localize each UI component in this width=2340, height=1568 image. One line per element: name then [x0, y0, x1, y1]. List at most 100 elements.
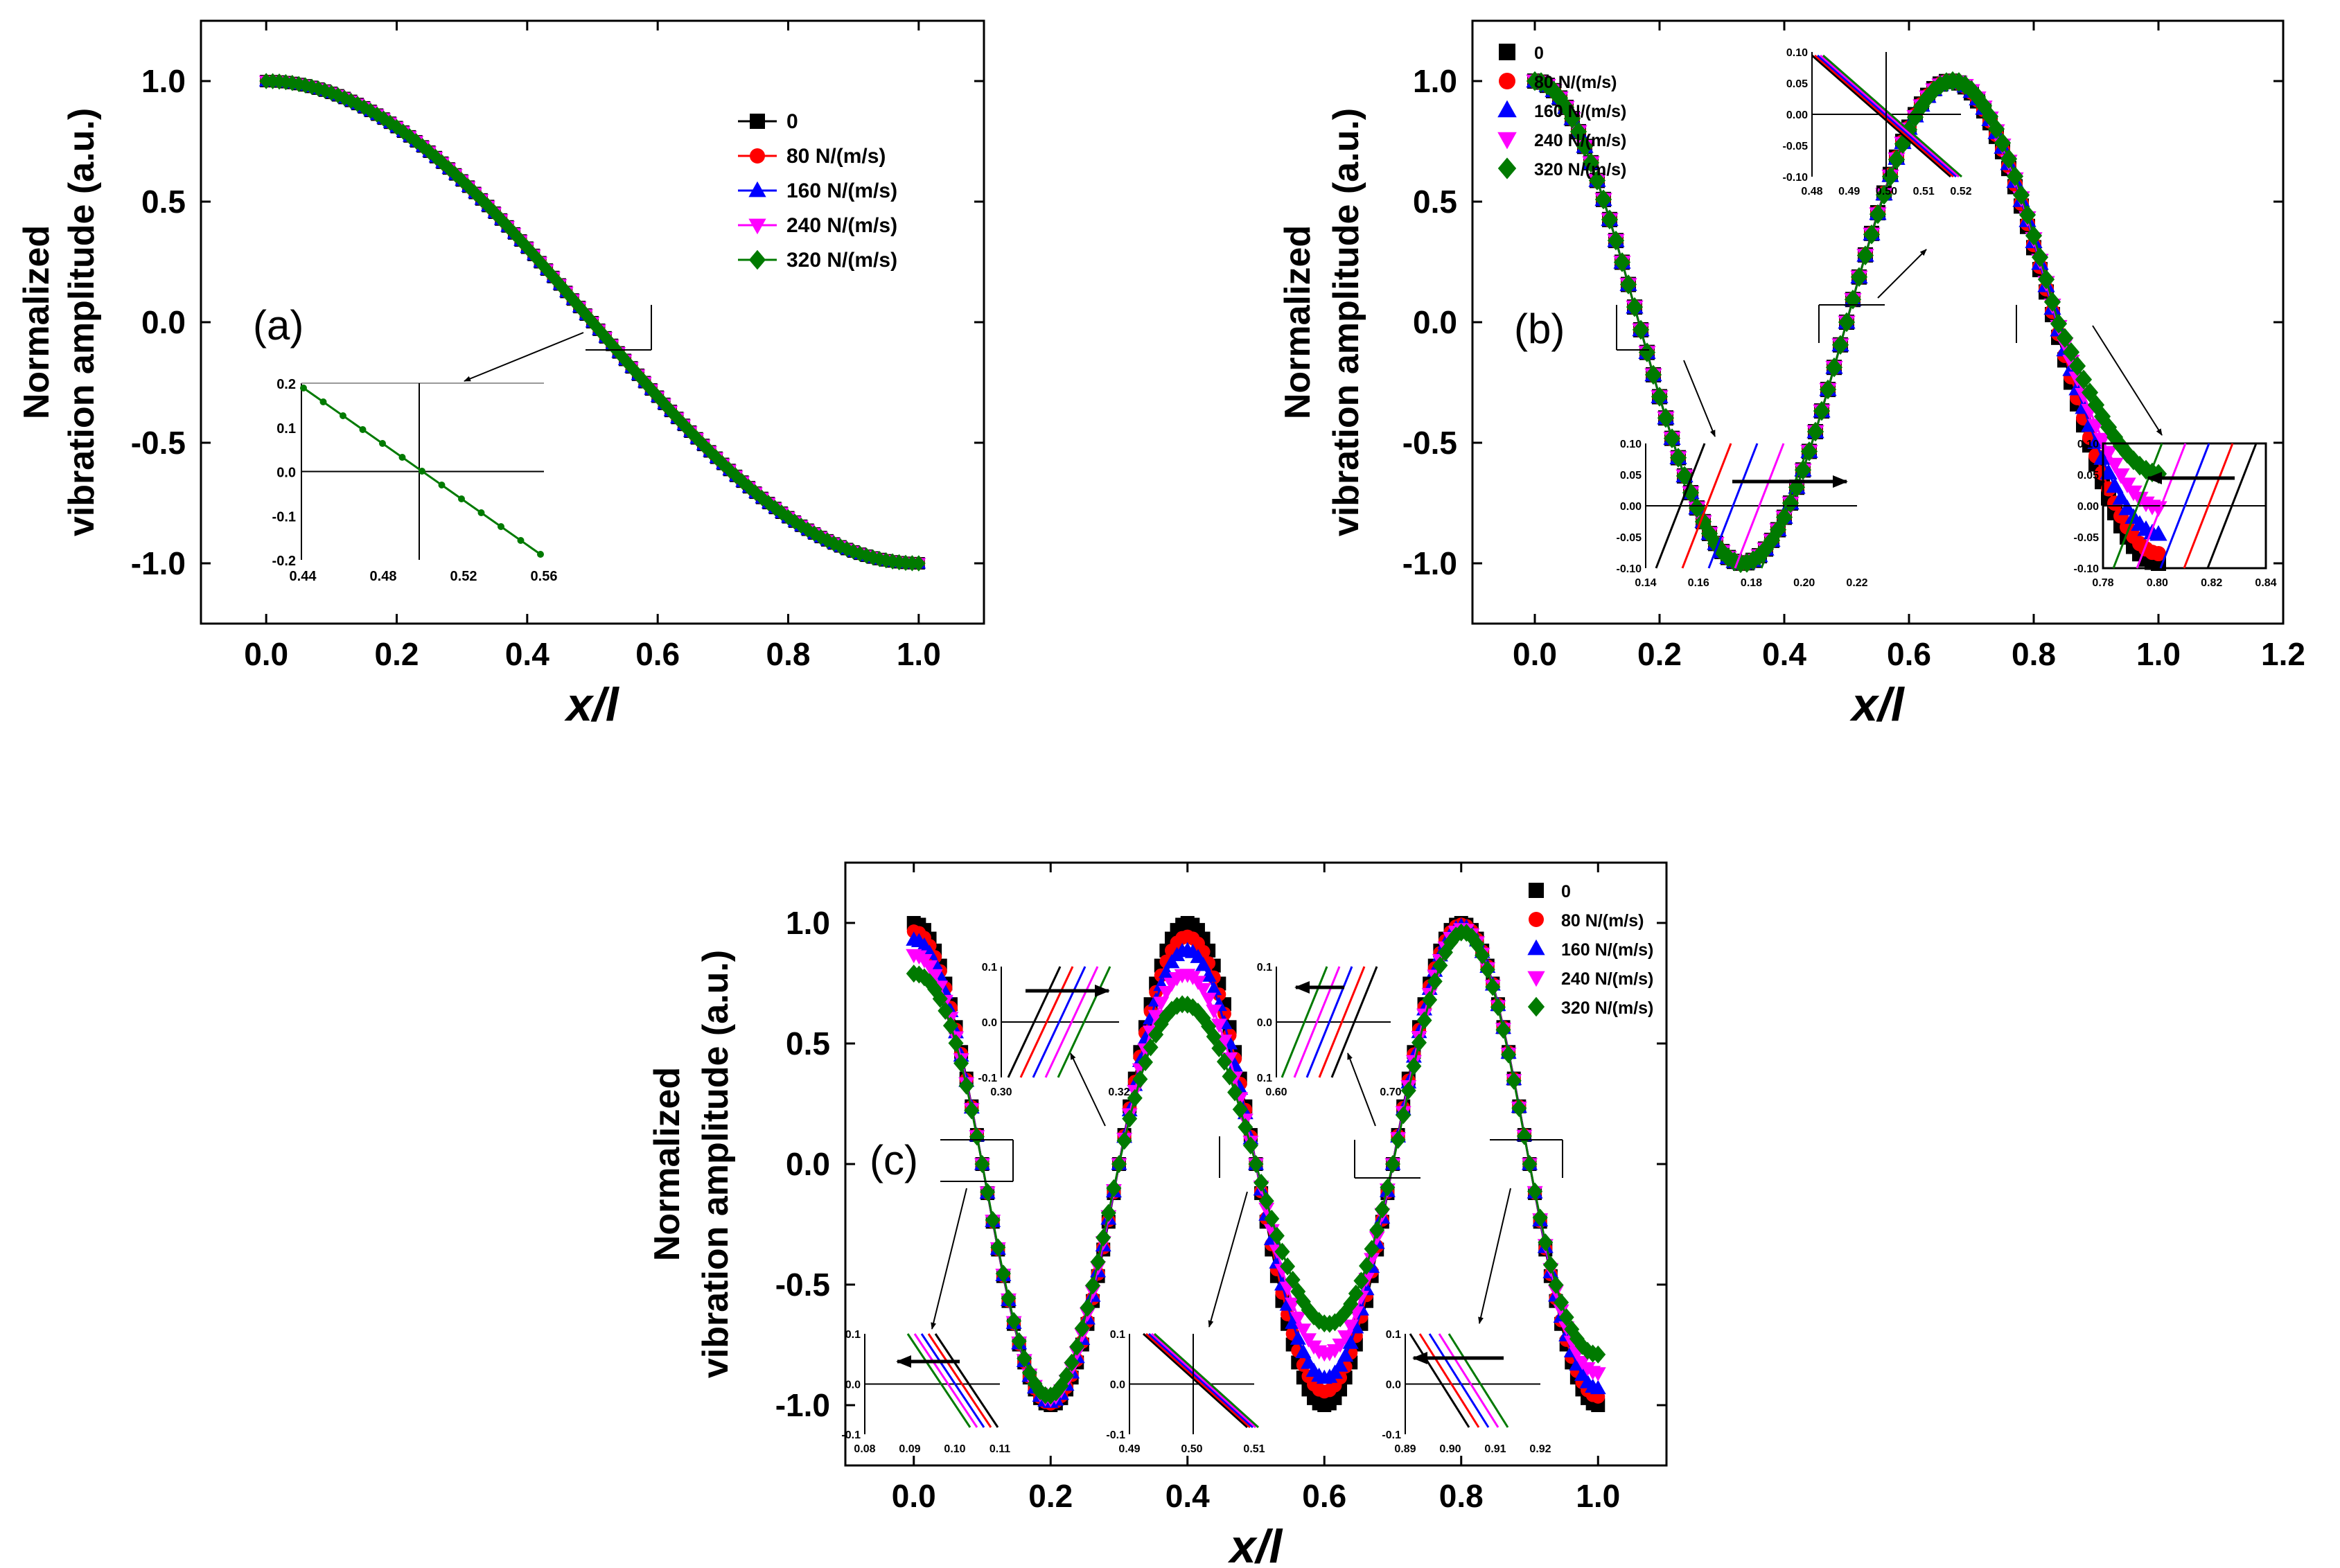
x-tick-label: 0.2 — [1028, 1478, 1073, 1514]
data-point — [1856, 245, 1874, 265]
inset-x-tick-label: 0.91 — [1484, 1443, 1506, 1455]
inset-point — [398, 454, 406, 461]
x-tick-label: 1.2 — [2261, 636, 2305, 672]
legend-label: 0 — [1561, 882, 1571, 901]
legend-marker — [1497, 132, 1517, 150]
legend-label: 240 N/(m/s) — [786, 214, 897, 237]
x-tick-label: 0.8 — [766, 636, 811, 672]
data-point — [2006, 166, 2024, 186]
legend: 0 80 N/(m/s) 160 N/(m/s) 240 N/(m/s) 320 N/(… — [1527, 882, 1653, 1018]
inset-y-tick-label: 0.1 — [276, 421, 296, 437]
inset-y-tick-label: 0.2 — [276, 377, 296, 392]
data-point — [827, 535, 841, 552]
inset-x-tick-label: 0.60 — [1265, 1086, 1287, 1098]
zoom-arrow — [1070, 1052, 1106, 1127]
data-point — [1490, 998, 1506, 1016]
legend-marker — [750, 148, 765, 164]
data-point — [1242, 1136, 1258, 1155]
data-point — [926, 969, 943, 984]
data-point — [1211, 1039, 1227, 1057]
data-point — [1632, 319, 1650, 340]
data-point — [1147, 1010, 1164, 1025]
legend-label: 160 N/(m/s) — [1561, 940, 1653, 960]
data-point — [1558, 1308, 1574, 1327]
data-point — [1380, 1178, 1396, 1197]
inset-point — [359, 426, 367, 433]
data-point — [1059, 1366, 1075, 1385]
data-point — [1001, 1289, 1017, 1307]
data-point — [1590, 1345, 1606, 1364]
data-point — [1511, 1099, 1527, 1118]
data-point — [1700, 523, 1718, 544]
inset-y-tick-label: 0.1 — [845, 1329, 861, 1341]
data-point — [1626, 297, 1644, 317]
inset-y-tick-label: -0.1 — [272, 509, 296, 525]
data-point — [710, 449, 723, 466]
data-point — [1290, 1312, 1306, 1326]
data-point — [1427, 972, 1443, 991]
data-point — [2025, 225, 2043, 246]
legend-label: 320 N/(m/s) — [786, 249, 897, 272]
data-point — [664, 403, 678, 419]
inset-x-tick-label: 0.80 — [2147, 577, 2168, 589]
data-point — [1195, 983, 1212, 998]
inset-x-tick-label: 0.16 — [1688, 577, 1709, 589]
data-point — [1232, 1100, 1248, 1119]
data-point — [1607, 230, 1625, 251]
inset-x-tick-label: 0.18 — [1741, 577, 1762, 589]
data-point — [1590, 1380, 1606, 1395]
data-point — [2043, 292, 2061, 312]
data-point — [1506, 1071, 1522, 1090]
inset-x-tick-label: 0.52 — [450, 569, 477, 584]
data-point — [846, 543, 861, 560]
data-point — [1981, 106, 1999, 127]
x-tick-label: 1.0 — [2136, 636, 2181, 672]
inset-point — [458, 495, 465, 502]
data-point — [331, 87, 345, 104]
inset-x-tick-label: 0.90 — [1439, 1443, 1461, 1455]
data-point — [1195, 956, 1212, 971]
inset-series-line — [1142, 1332, 1249, 1429]
data-point — [2037, 269, 2055, 290]
data-point — [794, 518, 809, 534]
inset-y-tick-label: -0.05 — [1617, 532, 1642, 544]
data-point — [657, 396, 671, 412]
inset-x-tick-label: 0.52 — [1950, 186, 1971, 197]
inset-series-line — [2183, 443, 2234, 569]
y-tick-label: -0.5 — [775, 1267, 830, 1303]
data-point — [1300, 1333, 1317, 1348]
inset-series-line — [1707, 443, 1759, 569]
inset-x-tick-label: 0.30 — [990, 1086, 1012, 1098]
x-axis-label: x/l — [1228, 1520, 1284, 1568]
x-axis-label: x/l — [1849, 678, 1906, 731]
data-point — [1553, 1304, 1569, 1319]
data-point — [2031, 247, 2049, 267]
data-point — [2100, 464, 2118, 479]
inset: 0.1 0.0 0.1 0.60 0.70 — [1257, 962, 1402, 1098]
data-point — [1782, 493, 1800, 513]
data-point — [1644, 364, 1662, 385]
inset-y-tick-label: 0.00 — [1620, 501, 1642, 513]
inset-series-line — [1734, 443, 1785, 569]
legend-marker — [1499, 44, 1515, 60]
data-point — [1222, 1067, 1238, 1086]
x-tick-label: 0.8 — [2012, 636, 2056, 672]
data-point — [735, 473, 750, 490]
data-point — [1794, 459, 1812, 480]
data-point — [1432, 956, 1448, 975]
inset-point — [498, 523, 504, 530]
data-point — [980, 1183, 996, 1201]
y-axis-label-line2: vibration amplitude (a.u.) — [1326, 108, 1366, 536]
data-point — [1190, 976, 1206, 990]
data-point — [2062, 342, 2080, 362]
y-tick-label: -0.5 — [131, 425, 186, 461]
inset-x-tick-label: 0.49 — [1838, 186, 1860, 197]
legend: 0 80 N/(m/s) 160 N/(m/s) 240 N/(m/s) 320 N/(… — [1497, 44, 1626, 179]
inset-y-tick-label: 0.0 — [1386, 1380, 1401, 1391]
data-point — [441, 160, 456, 177]
data-point — [683, 423, 698, 440]
data-point — [1017, 1349, 1032, 1368]
series-4 — [906, 923, 1606, 1405]
inset-point — [438, 482, 446, 488]
inset-series-line — [1145, 1332, 1251, 1429]
